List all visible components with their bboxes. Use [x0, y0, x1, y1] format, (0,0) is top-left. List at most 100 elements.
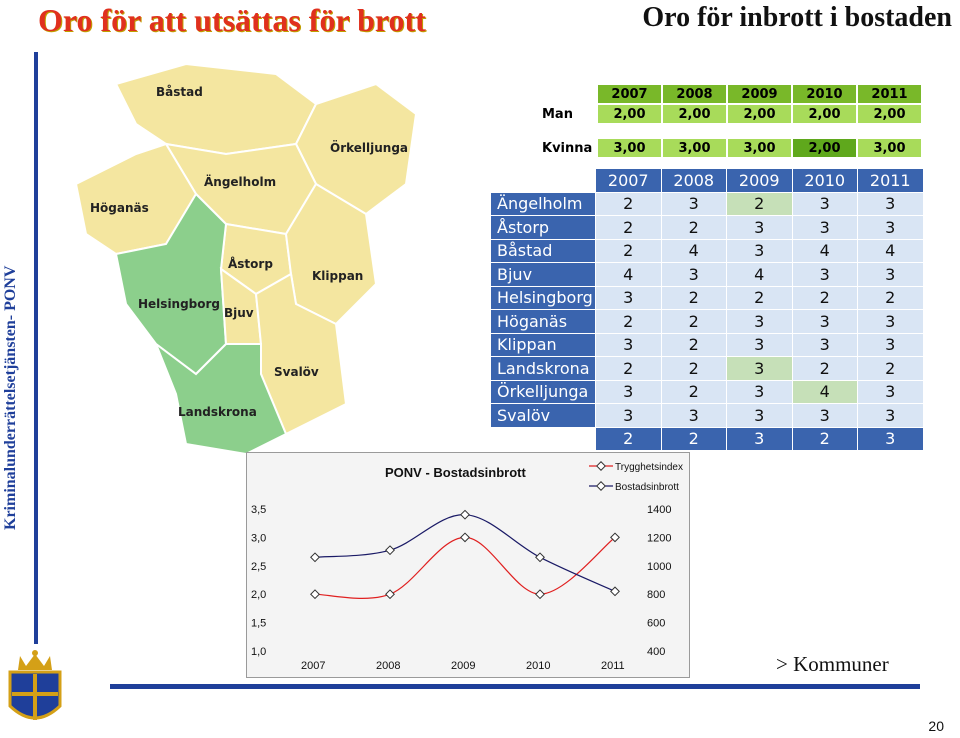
- y-tick-label: 2,0: [251, 589, 266, 601]
- x-tick-label: 2008: [376, 660, 400, 672]
- kommun-cell: 3: [726, 403, 793, 428]
- gender-cell: 2,00: [857, 104, 922, 124]
- kommun-cell: 2: [595, 191, 662, 216]
- kommun-cell: 2: [595, 238, 662, 263]
- kommun-cell: 3: [660, 262, 727, 287]
- table-row: Åstorp 2 2 3 3 3: [490, 215, 924, 240]
- map-label-svalov: Svalöv: [274, 365, 319, 379]
- table-row: Helsingborg 3 2 2 2 2: [490, 285, 924, 310]
- y2-tick-label: 600: [647, 618, 665, 630]
- chart-title: PONV - Bostadsinbrott: [385, 465, 527, 480]
- table-row: Höganäs 2 2 3 3 3: [490, 309, 924, 334]
- kommun-cell: 3: [726, 356, 793, 381]
- kommun-cell: 2: [595, 215, 662, 240]
- kommun-cell: 4: [791, 379, 858, 404]
- kommun-total-cell: 2: [595, 426, 662, 451]
- kommun-cell: 4: [726, 262, 793, 287]
- kommun-cell: 3: [857, 332, 924, 357]
- kommun-name: Helsingborg: [490, 285, 596, 310]
- kommun-cell: 3: [857, 309, 924, 334]
- kommun-cell: 2: [595, 356, 662, 381]
- gender-year-header: 2007: [597, 84, 662, 104]
- kommun-cell: 2: [660, 309, 727, 334]
- series-line-0: [314, 536, 616, 600]
- gender-table: 2007 2008 2009 2010 2011 Man 2,00 2,00 2…: [535, 84, 922, 158]
- gender-cell: 3,00: [662, 138, 727, 158]
- y-tick-label: 2,5: [251, 561, 266, 573]
- gender-year-header: 2009: [727, 84, 792, 104]
- map-label-bjuv: Bjuv: [224, 306, 254, 320]
- kommun-cell: 2: [660, 332, 727, 357]
- kommun-cell: 3: [595, 379, 662, 404]
- kommun-cell: 3: [791, 215, 858, 240]
- table-row: Landskrona 2 2 3 2 2: [490, 356, 924, 381]
- kommun-year-header: 2010: [791, 168, 858, 193]
- kommun-cell: 3: [595, 332, 662, 357]
- kommun-cell: 3: [857, 403, 924, 428]
- data-point: [610, 586, 620, 597]
- x-tick-label: 2007: [301, 660, 325, 672]
- legend-marker: [596, 481, 606, 491]
- kommun-cell: 3: [726, 238, 793, 263]
- table-row: Ängelholm 2 3 2 3 3: [490, 191, 924, 216]
- kommun-cell: 3: [791, 309, 858, 334]
- map-label-angelholm: Ängelholm: [204, 174, 276, 189]
- x-tick-label: 2011: [601, 660, 625, 672]
- kommun-cell: 2: [660, 285, 727, 310]
- table-row: Bjuv 4 3 4 3 3: [490, 262, 924, 287]
- kommun-year-header: 2009: [726, 168, 793, 193]
- kommun-cell: 3: [726, 309, 793, 334]
- kommun-year-header: 2007: [595, 168, 662, 193]
- legend-label: Bostadsinbrott: [615, 482, 679, 493]
- table-row: Klippan 3 2 3 3 3: [490, 332, 924, 357]
- kommun-name: Klippan: [490, 332, 596, 357]
- gender-cell: 2,00: [792, 104, 857, 124]
- map-label-landskrona: Landskrona: [178, 405, 257, 419]
- gender-cell: 2,00: [597, 104, 662, 124]
- table-row: Örkelljunga 3 2 3 4 3: [490, 379, 924, 404]
- kommun-cell: 3: [595, 285, 662, 310]
- map-label-orkelljunga: Örkelljunga: [330, 140, 408, 155]
- gender-cell: 2,00: [727, 104, 792, 124]
- kommun-total-cell: 3: [726, 426, 793, 451]
- kommun-cell: 3: [857, 215, 924, 240]
- page-number: 20: [928, 718, 944, 734]
- kommun-cell: 3: [857, 191, 924, 216]
- kommun-cell: 3: [660, 191, 727, 216]
- map-label-klippan: Klippan: [312, 269, 363, 283]
- data-point: [535, 589, 545, 600]
- gender-cell: 2,00: [662, 104, 727, 124]
- y-tick-label: 3,0: [251, 532, 266, 544]
- bottom-accent-bar: [110, 684, 920, 689]
- kommuner-link[interactable]: > Kommuner: [776, 652, 889, 676]
- gender-row-label: Kvinna: [535, 138, 597, 158]
- gender-year-header: 2008: [662, 84, 727, 104]
- kommun-cell: 3: [726, 332, 793, 357]
- kommun-cell: 2: [660, 379, 727, 404]
- side-label: Kriminalunderrättelsetjänsten- PONV: [2, 265, 19, 530]
- slide-title: Oro för att utsättas för brott: [38, 2, 426, 38]
- kommun-year-header: 2008: [660, 168, 727, 193]
- kommun-total-cell: 2: [791, 426, 858, 451]
- y2-tick-label: 1000: [647, 561, 671, 573]
- kommun-cell: 2: [791, 285, 858, 310]
- gender-cell: 3,00: [727, 138, 792, 158]
- section-title: Oro för inbrott i bostaden: [642, 2, 952, 33]
- y2-tick-label: 1200: [647, 532, 671, 544]
- kommun-cell: 3: [857, 379, 924, 404]
- gender-cell: 2,00: [792, 138, 857, 158]
- kommun-name: Åstorp: [490, 215, 596, 240]
- y2-tick-label: 800: [647, 589, 665, 601]
- x-tick-label: 2010: [526, 660, 550, 672]
- kommun-cell: 2: [857, 285, 924, 310]
- data-point: [385, 545, 395, 556]
- data-point: [310, 552, 320, 563]
- kommun-cell: 3: [726, 215, 793, 240]
- kommun-cell: 2: [791, 356, 858, 381]
- kommun-cell: 3: [791, 403, 858, 428]
- kommun-cell: 3: [726, 379, 793, 404]
- chart-legend: Trygghetsindex Bostadsinbrott: [589, 461, 683, 493]
- kommun-cell: 2: [660, 215, 727, 240]
- kommun-cell: 2: [857, 356, 924, 381]
- kommun-cell: 3: [791, 332, 858, 357]
